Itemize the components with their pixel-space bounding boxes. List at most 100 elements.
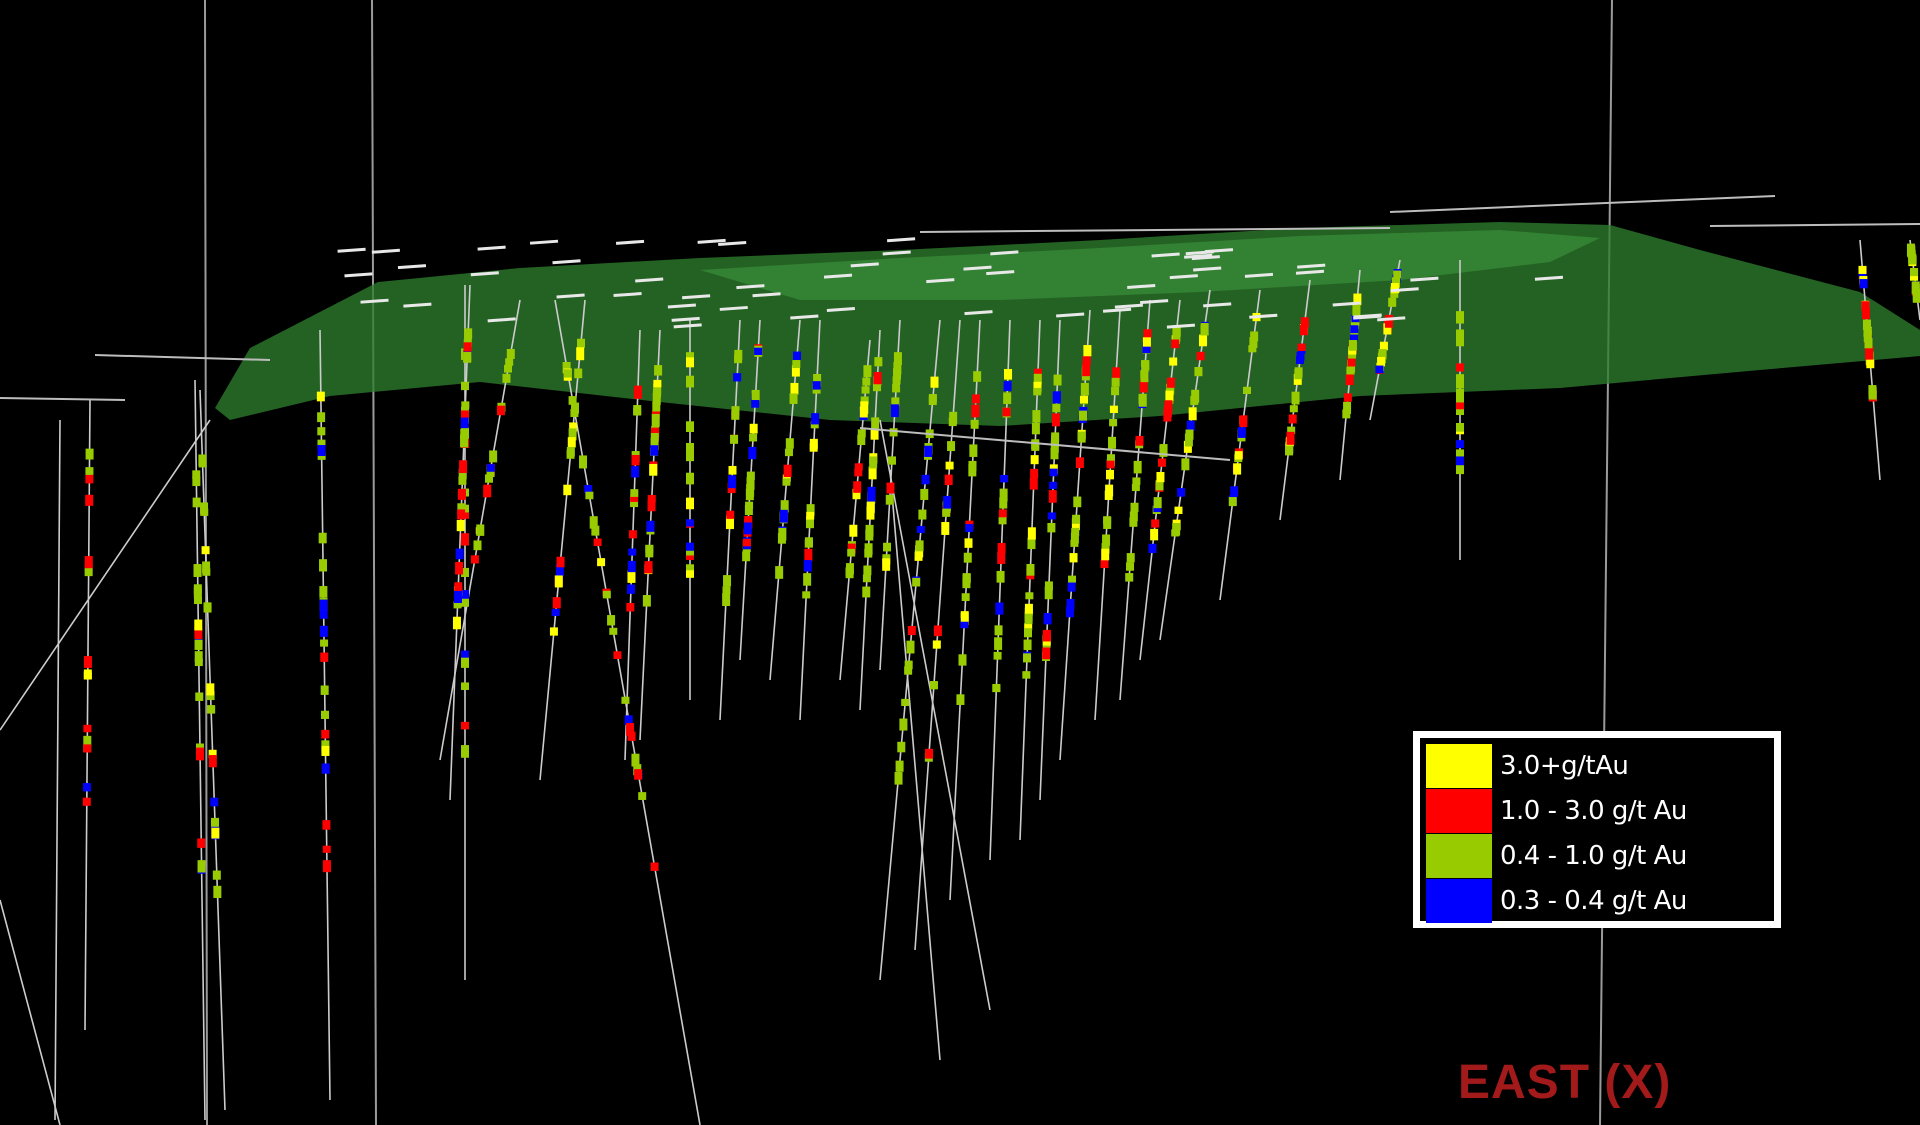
grade-interval bbox=[455, 562, 464, 575]
grade-interval bbox=[730, 434, 739, 444]
grade-interval bbox=[943, 495, 952, 509]
grade-interval bbox=[1390, 283, 1399, 294]
grade-interval bbox=[971, 394, 980, 404]
grade-interval bbox=[203, 602, 212, 612]
grade-interval bbox=[965, 524, 974, 533]
grade-interval bbox=[460, 434, 469, 448]
grade-interval bbox=[316, 391, 325, 402]
grade-interval bbox=[1132, 477, 1141, 485]
grade-interval bbox=[792, 360, 801, 369]
legend-label: 0.3 - 0.4 g/t Au bbox=[1500, 886, 1687, 916]
grade-interval bbox=[319, 625, 328, 637]
grade-interval bbox=[1080, 382, 1089, 396]
grade-interval bbox=[812, 381, 821, 390]
grade-interval bbox=[196, 747, 205, 761]
grade-interval bbox=[1031, 440, 1040, 450]
grade-interval bbox=[1234, 451, 1243, 460]
collar-label bbox=[926, 278, 955, 284]
drillhole-trace bbox=[624, 329, 641, 761]
collar-label bbox=[790, 314, 819, 320]
grade-interval bbox=[810, 421, 819, 429]
grade-interval bbox=[1033, 373, 1042, 385]
grade-interval bbox=[460, 417, 469, 429]
collar-label bbox=[736, 284, 765, 290]
grade-interval bbox=[461, 745, 469, 758]
grade-interval bbox=[1172, 325, 1181, 337]
grade-interval bbox=[686, 542, 694, 551]
collar-label bbox=[477, 245, 506, 251]
grade-interval bbox=[631, 753, 640, 767]
grade-interval bbox=[778, 527, 787, 541]
grade-interval bbox=[932, 640, 941, 649]
collar-label bbox=[963, 265, 992, 271]
grade-interval bbox=[886, 482, 895, 494]
collar-label bbox=[697, 238, 726, 244]
grade-interval bbox=[456, 519, 465, 532]
grade-interval bbox=[907, 625, 916, 636]
grade-interval bbox=[933, 625, 942, 637]
grade-interval bbox=[654, 365, 663, 376]
grade-interval bbox=[1126, 553, 1135, 563]
grade-interval bbox=[686, 357, 694, 368]
grade-interval bbox=[83, 669, 92, 680]
grade-interval bbox=[194, 651, 203, 662]
survey-line bbox=[919, 227, 1391, 233]
grade-interval bbox=[193, 564, 202, 577]
grade-interval bbox=[453, 601, 462, 609]
grade-interval bbox=[454, 582, 463, 593]
grade-interval bbox=[1862, 308, 1871, 320]
grade-interval bbox=[942, 509, 951, 517]
collar-label bbox=[1244, 272, 1274, 278]
grade-interval bbox=[1048, 490, 1057, 503]
grade-interval bbox=[1003, 381, 1012, 391]
grade-interval bbox=[1198, 335, 1207, 347]
grade-interval bbox=[566, 446, 575, 457]
grade-interval bbox=[791, 365, 800, 377]
collar-label bbox=[1127, 283, 1156, 289]
survey-line bbox=[859, 427, 1231, 461]
grade-interval bbox=[754, 347, 763, 355]
collar-label bbox=[1166, 323, 1196, 329]
grade-interval bbox=[1169, 357, 1178, 366]
grade-interval bbox=[746, 477, 755, 490]
grade-interval bbox=[1027, 537, 1036, 550]
grade-interval bbox=[85, 467, 94, 475]
grade-interval bbox=[484, 474, 493, 483]
grade-interval bbox=[861, 386, 870, 394]
grade-interval bbox=[897, 741, 906, 753]
grade-interval bbox=[457, 488, 466, 498]
drillhole-trace bbox=[879, 419, 991, 1011]
grade-interval bbox=[320, 685, 329, 695]
collar-label bbox=[1297, 263, 1326, 269]
grade-interval bbox=[650, 433, 659, 441]
grade-interval bbox=[1861, 301, 1870, 312]
grade-interval bbox=[212, 870, 221, 880]
grade-interval bbox=[1075, 457, 1084, 469]
collar-label bbox=[635, 277, 664, 283]
collar-label bbox=[470, 271, 499, 277]
grade-interval bbox=[1031, 422, 1040, 435]
grade-interval bbox=[1343, 393, 1352, 402]
grade-interval bbox=[591, 525, 600, 536]
grade-interval bbox=[1233, 463, 1242, 475]
grade-interval bbox=[563, 484, 572, 496]
grade-interval bbox=[1184, 433, 1193, 447]
grade-interval bbox=[1044, 581, 1053, 591]
grade-interval bbox=[783, 464, 792, 478]
grade-interval bbox=[1139, 379, 1148, 393]
grade-interval bbox=[997, 551, 1006, 564]
grade-interval bbox=[1456, 400, 1464, 410]
grade-interval bbox=[570, 408, 579, 417]
grade-interval bbox=[748, 446, 757, 460]
legend-item: 0.3 - 0.4 g/t Au bbox=[1426, 879, 1774, 923]
grade-interval bbox=[1375, 365, 1384, 374]
grade-interval bbox=[473, 540, 482, 551]
grade-interval bbox=[1022, 671, 1031, 679]
grade-interval bbox=[1350, 328, 1359, 341]
grade-interval bbox=[489, 450, 498, 463]
grade-interval bbox=[1004, 368, 1013, 378]
grade-interval bbox=[1172, 523, 1181, 536]
grade-interval bbox=[867, 486, 876, 499]
grade-interval bbox=[1052, 391, 1061, 402]
